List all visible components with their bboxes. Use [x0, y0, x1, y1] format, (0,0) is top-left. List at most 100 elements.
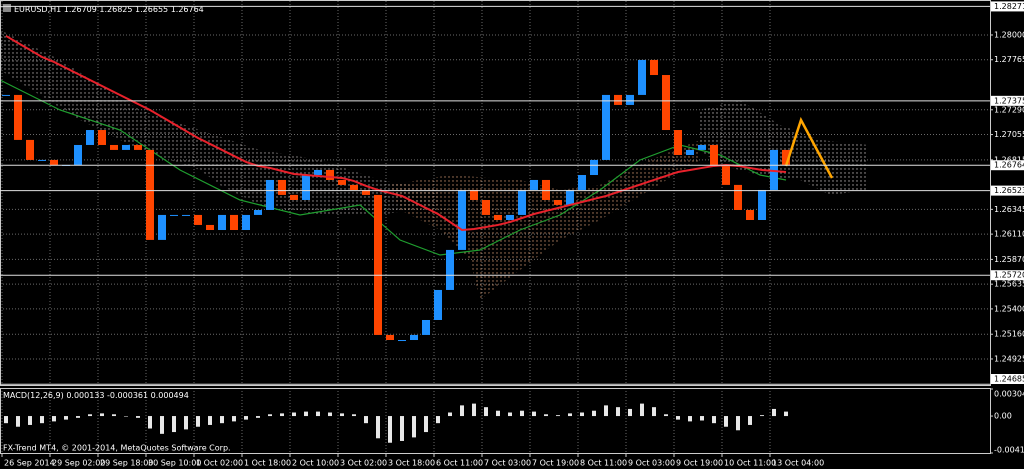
chart-header: EURUSD,H1 1.26709 1.26825 1.26655 1.2676…	[14, 5, 204, 14]
candle	[242, 214, 250, 231]
macd-bar	[508, 412, 512, 417]
price-level-label: 1.24685	[994, 375, 1024, 384]
candle	[14, 94, 22, 140]
symbol: EURUSD,H1	[14, 5, 61, 14]
price-level-box	[991, 270, 1024, 281]
x-tick-label: 2 Oct 10:00	[292, 459, 339, 468]
price-level-box	[991, 185, 1024, 196]
candle	[746, 209, 754, 220]
macd-bar	[328, 412, 332, 417]
x-tick-label: 26 Sep 2014	[4, 459, 55, 468]
candle	[662, 75, 670, 131]
candle	[494, 214, 502, 220]
candle	[722, 165, 730, 185]
macd-main: 0.000133	[66, 391, 104, 400]
macd-bar	[544, 414, 548, 417]
macd-bar	[652, 407, 656, 417]
y-tick-label: 0.003042	[994, 390, 1024, 399]
macd-bar	[292, 412, 296, 417]
macd-bar	[220, 416, 224, 424]
macd-bar	[520, 410, 524, 417]
macd-bar	[580, 412, 584, 417]
x-tick-label: 29 Sep 18:00	[100, 459, 153, 468]
macd-bar	[484, 407, 488, 417]
y-tick-label: 1.25160	[994, 330, 1024, 339]
macd-hist: 0.000494	[151, 391, 189, 400]
footer: FX-Trend MT4, © 2001-2014, MetaQuotes So…	[3, 444, 231, 453]
price-level-label: 1.27375	[994, 96, 1024, 105]
candle	[782, 149, 790, 166]
macd-bar	[160, 416, 164, 434]
candle	[470, 189, 478, 200]
price-level-label: 1.26764	[994, 161, 1024, 170]
candle	[86, 130, 94, 145]
candle	[230, 214, 238, 231]
candle	[602, 94, 610, 160]
macd-bar	[772, 408, 776, 417]
macd-bar	[448, 412, 452, 417]
x-tick-label: 8 Oct 11:00	[580, 459, 627, 468]
macd-bar	[736, 416, 740, 431]
candle	[446, 249, 454, 290]
price-level-label: 1.26523	[994, 186, 1024, 195]
candle	[686, 149, 694, 155]
candle	[614, 94, 622, 105]
macd-bar	[436, 416, 440, 424]
high: 1.26825	[99, 5, 132, 14]
candle	[146, 149, 154, 240]
macd-bar	[592, 410, 596, 417]
candle	[122, 144, 130, 150]
candle	[554, 199, 562, 205]
candle	[302, 175, 310, 200]
window-icon	[3, 4, 11, 12]
candle	[182, 214, 190, 216]
x-tick-label: 13 Oct 04:00	[772, 459, 824, 468]
y-tick-label: -0.004154	[994, 446, 1024, 455]
macd-bar	[496, 410, 500, 417]
y-tick-label: 1.25400	[994, 304, 1024, 313]
y-tick-label: 1.27055	[994, 130, 1024, 139]
candle	[578, 175, 586, 190]
y-tick-label: 1.26815	[994, 155, 1024, 164]
macd-bar	[88, 414, 92, 417]
macd-bar	[244, 416, 248, 420]
macd-bar	[472, 403, 476, 417]
macd-bar	[148, 416, 152, 429]
y-tick-label: 1.27765	[994, 55, 1024, 64]
macd-bar	[616, 407, 620, 417]
macd-bar	[400, 416, 404, 441]
macd-bar	[232, 416, 236, 422]
macd-bar	[184, 416, 188, 430]
macd-bar	[340, 413, 344, 417]
candle	[314, 169, 322, 176]
macd-bar	[424, 416, 428, 433]
candle	[98, 130, 106, 145]
x-tick-label: 3 Oct 02:00	[340, 459, 387, 468]
macd-header: MACD(12,26,9) 0.000133 -0.000361 0.00049…	[3, 391, 189, 400]
candle	[110, 144, 118, 150]
candle	[542, 179, 550, 200]
open: 1.26709	[64, 5, 97, 14]
candle	[374, 194, 382, 335]
candle	[290, 194, 298, 200]
macd-bar	[640, 403, 644, 417]
y-tick-label: 1.27290	[994, 105, 1024, 114]
x-tick-label: 1 Oct 02:00	[196, 459, 243, 468]
macd-bar	[784, 411, 788, 417]
macd-bar	[64, 416, 68, 420]
macd-bar	[700, 416, 704, 421]
x-tick-label: 7 Oct 19:00	[532, 459, 579, 468]
y-tick-label: 1.25870	[994, 255, 1024, 264]
candle	[530, 179, 538, 190]
macd-bar	[676, 416, 680, 420]
candle	[626, 94, 634, 105]
candle	[350, 184, 358, 190]
macd-bar	[712, 416, 716, 424]
candle	[362, 189, 370, 195]
macd-bar	[304, 411, 308, 417]
macd-bar	[352, 414, 356, 417]
macd-bar	[556, 415, 560, 417]
candle	[734, 184, 742, 210]
x-tick-label: 9 Oct 19:00	[676, 459, 723, 468]
